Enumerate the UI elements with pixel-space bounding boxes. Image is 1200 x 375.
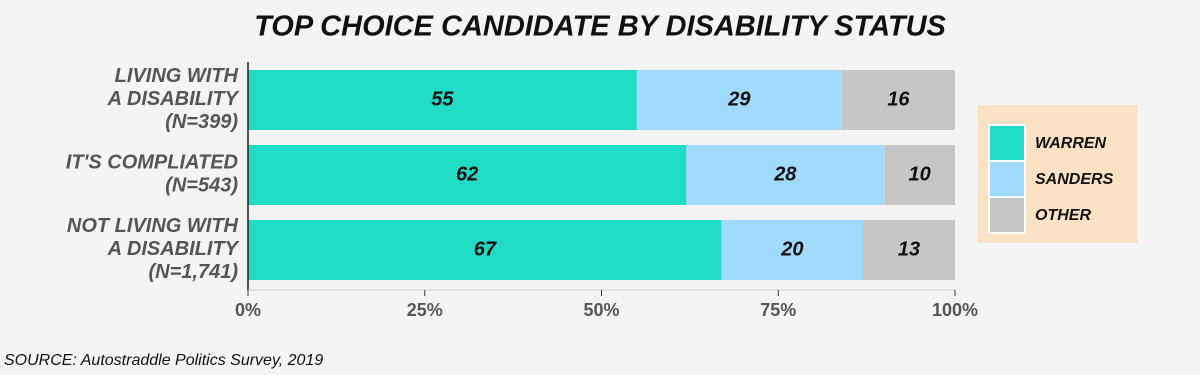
x-tick-label: 75% <box>760 300 796 320</box>
x-tick-label: 100% <box>932 300 978 320</box>
y-tick-label: LIVING WITH A DISABILITY (N=399) <box>107 65 240 133</box>
bar-segment <box>841 70 955 130</box>
legend-label: SANDERS <box>1035 171 1114 188</box>
legend-swatch <box>988 160 1026 198</box>
bar-segment <box>248 70 637 130</box>
x-tick-label: 50% <box>583 300 619 320</box>
legend-label: WARREN <box>1035 135 1107 152</box>
chart-title: TOP CHOICE CANDIDATE BY DISABILITY STATU… <box>254 11 946 43</box>
data-label: 20 <box>780 238 803 260</box>
source-note: SOURCE: Autostraddle Politics Survey, 20… <box>4 352 323 369</box>
legend-swatch <box>988 196 1026 234</box>
data-label: 29 <box>727 88 751 110</box>
bar-segment <box>248 145 687 205</box>
x-tick-label: 0% <box>235 300 261 320</box>
data-label: 55 <box>431 88 454 110</box>
data-label: 67 <box>474 238 497 260</box>
data-label: 62 <box>456 163 478 185</box>
data-label: 16 <box>887 88 910 110</box>
data-label: 10 <box>909 163 931 185</box>
y-tick-label: NOT LIVING WITH A DISABILITY (N=1,741) <box>67 215 240 283</box>
bar-segment <box>863 220 955 280</box>
x-tick-label: 25% <box>407 300 443 320</box>
data-label: 28 <box>773 163 797 185</box>
legend-label: OTHER <box>1035 207 1091 224</box>
bar-segment <box>636 70 842 130</box>
legend-swatch <box>988 124 1026 162</box>
bar-segment <box>884 145 955 205</box>
y-tick-label: IT'S COMPLIATED (N=543) <box>66 152 239 197</box>
bar-segment <box>686 145 885 205</box>
data-label: 13 <box>898 238 920 260</box>
bar-segment <box>721 220 864 280</box>
bar-segment <box>248 220 722 280</box>
